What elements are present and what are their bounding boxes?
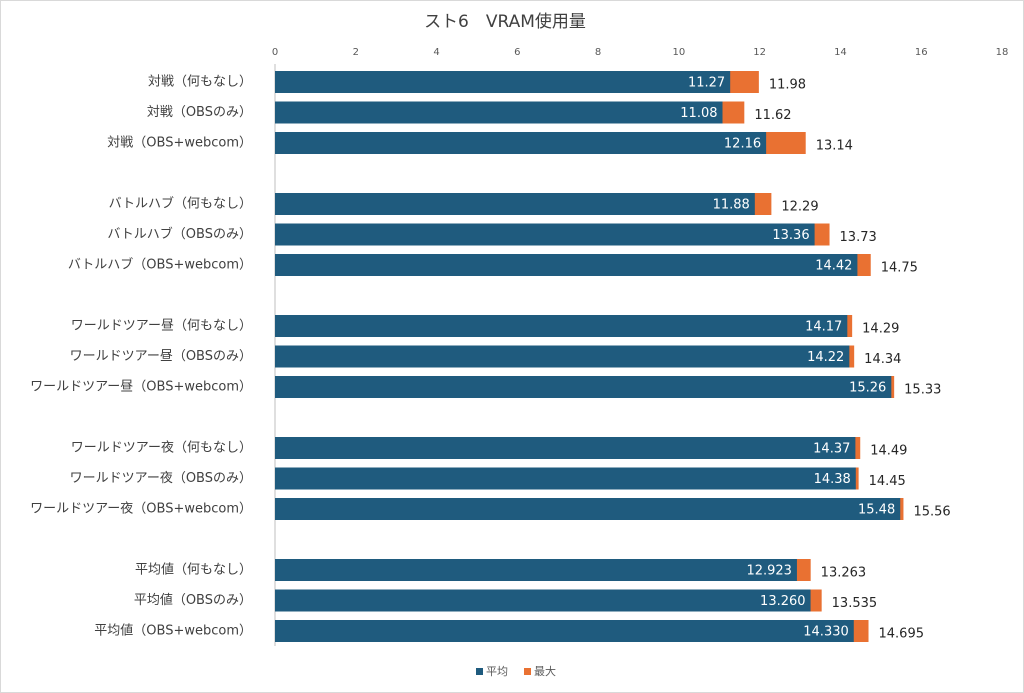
bar [275, 589, 811, 612]
data-label: 14.38 [814, 472, 851, 487]
category-label: 平均値（OBSのみ） [134, 592, 252, 608]
category-label: 対戦（OBS+webcom） [107, 136, 252, 151]
bar [275, 315, 848, 337]
data-label: 15.48 [858, 503, 895, 518]
data-label: 11.08 [680, 106, 717, 121]
bar [275, 559, 797, 581]
category-label: ワールドツアー昼（OBS+webcom） [30, 380, 252, 395]
data-label: 14.22 [807, 350, 844, 365]
data-label: 13.260 [760, 594, 806, 609]
category-label: 対戦（OBSのみ） [147, 105, 252, 120]
data-label: 13.14 [816, 139, 853, 154]
legend-swatch [524, 668, 531, 675]
category-label: バトルハブ（OBSのみ） [107, 226, 252, 242]
data-label: 11.98 [769, 78, 806, 93]
x-tick-label: 0 [272, 47, 278, 58]
x-tick-label: 10 [673, 47, 686, 58]
data-label: 15.56 [913, 505, 950, 520]
data-label: 15.33 [904, 383, 941, 398]
data-label: 14.695 [879, 627, 925, 642]
bar [275, 193, 755, 215]
category-label: ワールドツアー夜（何もなし） [71, 440, 252, 456]
x-tick-label: 16 [915, 47, 928, 58]
data-label: 11.27 [688, 76, 725, 91]
data-label: 14.75 [881, 261, 918, 276]
data-label: 11.62 [754, 108, 791, 123]
data-label: 13.73 [840, 230, 877, 245]
data-label: 14.29 [862, 322, 899, 337]
data-label: 13.535 [832, 596, 878, 611]
x-tick-label: 6 [514, 47, 520, 58]
category-label: バトルハブ（OBS+webcom） [68, 257, 252, 273]
bar [275, 620, 854, 642]
data-label: 12.923 [746, 564, 792, 579]
x-tick-label: 14 [834, 47, 847, 58]
bar [275, 223, 815, 246]
data-label: 12.29 [781, 200, 818, 215]
bar [275, 345, 850, 368]
bar [275, 71, 731, 93]
data-label: 14.37 [813, 442, 850, 457]
data-label: 13.36 [772, 228, 809, 243]
data-label: 14.49 [870, 444, 907, 459]
x-tick-label: 2 [353, 47, 359, 58]
data-label: 14.34 [864, 352, 901, 367]
bar [275, 132, 767, 154]
legend-label: 平均 [486, 665, 508, 678]
bar [275, 376, 892, 398]
bar [275, 254, 858, 276]
x-tick-label: 8 [595, 47, 601, 58]
chart-title: スト6 VRAM使用量 [424, 11, 586, 32]
data-label: 14.330 [803, 625, 849, 640]
category-label: ワールドツアー昼（OBSのみ） [70, 349, 252, 364]
category-label: 平均値（何もなし） [135, 562, 252, 578]
category-label: ワールドツアー昼（何もなし） [71, 318, 252, 334]
x-tick-label: 18 [996, 47, 1009, 58]
bar [275, 437, 856, 459]
x-tick-label: 12 [753, 47, 766, 58]
legend-label: 最大 [534, 664, 556, 678]
data-label: 14.17 [805, 320, 842, 335]
data-label: 14.42 [815, 259, 852, 274]
category-label: ワールドツアー夜（OBS+webcom） [30, 502, 252, 517]
category-label: 対戦（何もなし） [148, 74, 252, 90]
data-label: 14.45 [869, 474, 906, 489]
data-label: 15.26 [849, 381, 886, 396]
category-label: バトルハブ（何もなし） [109, 196, 252, 212]
category-label: ワールドツアー夜（OBSのみ） [70, 471, 252, 486]
data-label: 13.263 [821, 566, 867, 581]
legend-swatch [476, 668, 483, 675]
bar [275, 498, 901, 520]
category-label: 平均値（OBS+webcom） [94, 623, 252, 639]
x-tick-label: 4 [433, 47, 439, 58]
bar [275, 101, 723, 124]
data-label: 11.88 [713, 198, 750, 213]
bar [275, 467, 856, 490]
data-label: 12.16 [724, 137, 761, 152]
